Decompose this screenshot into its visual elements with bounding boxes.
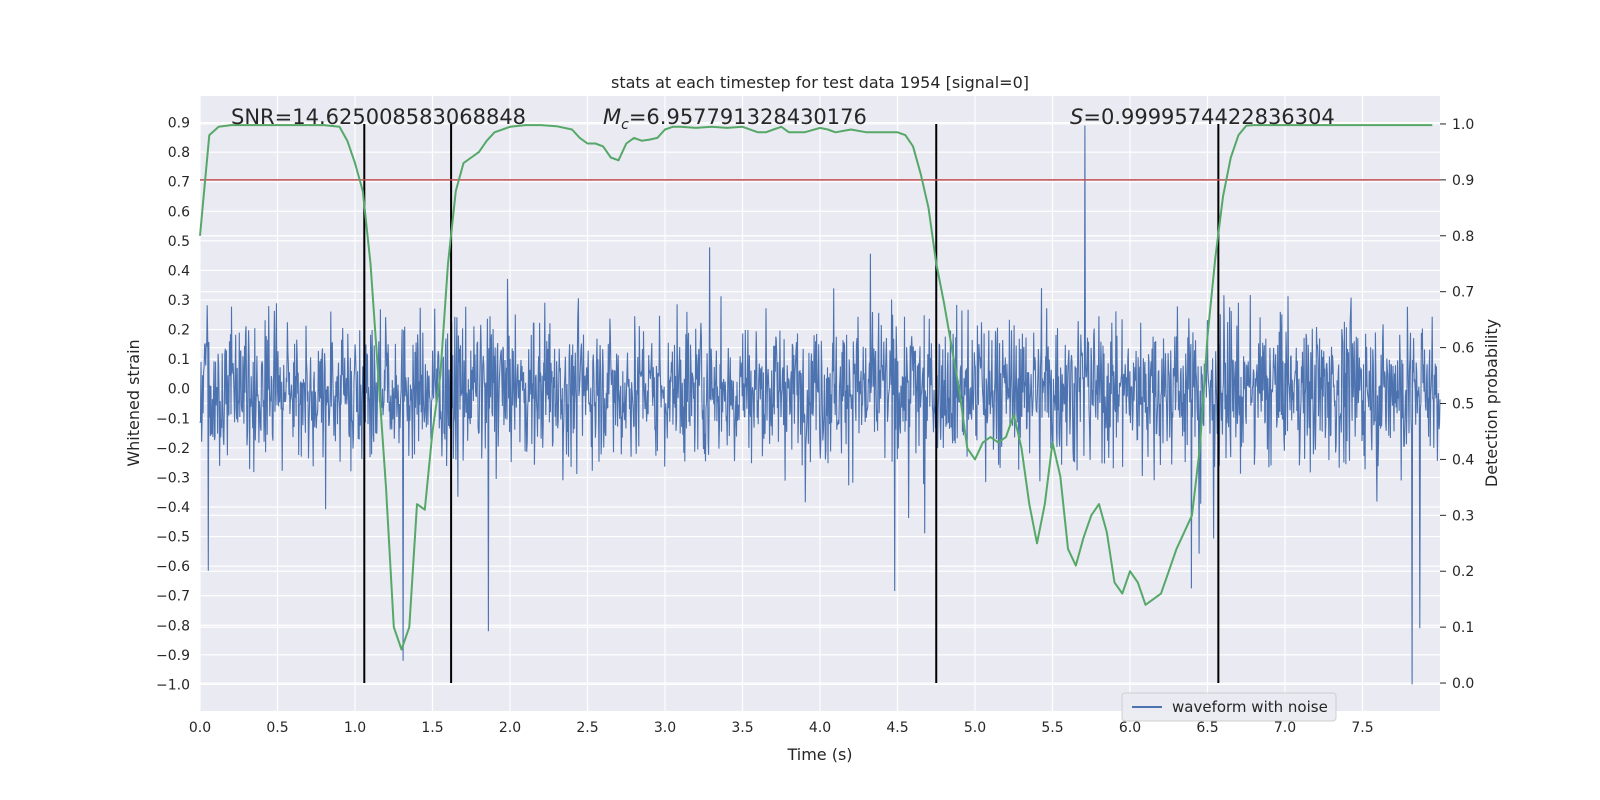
- x-tick-label: 2.5: [576, 720, 598, 736]
- y-left-tick-label: −0.4: [156, 500, 190, 516]
- legend-box: [1121, 692, 1337, 722]
- waveform-series: [199, 125, 1441, 685]
- score-value: =0.9999574422836304: [1083, 105, 1334, 129]
- score-symbol: S: [1070, 105, 1083, 129]
- x-tick-labels: 0.0 0.5 1.0 1.5 2.0 2.5 3.0 3.5 4.0 4.5 5.0 5.5 6.0 6…: [189, 720, 1374, 736]
- chirp-mass-symbol: M: [603, 105, 621, 129]
- y-left-tick-labels: 0.9 0.8 0.7 0.6 0.5 0.4 0.3 0.2 0.1 0.0 −0.1 −0.2 −0…: [156, 116, 190, 694]
- y-left-tick-label: −0.9: [156, 648, 190, 664]
- y-left-tick-label: 0.9: [168, 116, 190, 132]
- chirp-mass-value: =6.957791328430176: [629, 105, 867, 129]
- y-right-tick-label: 0.2: [1452, 564, 1474, 580]
- x-tick-label: 4.0: [809, 720, 831, 736]
- y-right-tick-labels: 1.0 0.9 0.8 0.7 0.6 0.5 0.4 0.3 0.2 0.1 0.0: [1440, 117, 1474, 692]
- legend-label: waveform with noise: [1172, 698, 1328, 716]
- x-tick-label: 7.5: [1351, 720, 1373, 736]
- y-right-tick-label: 0.9: [1452, 173, 1474, 189]
- x-tick-label: 7.0: [1274, 720, 1296, 736]
- x-tick-label: 4.5: [886, 720, 908, 736]
- x-tick-label: 0.5: [266, 720, 288, 736]
- y-right-tick-label: 0.7: [1452, 285, 1474, 301]
- y-left-tick-label: −0.3: [156, 470, 190, 486]
- y-left-tick-label: −0.7: [156, 589, 190, 605]
- chirp-mass-subscript: c: [621, 117, 629, 133]
- x-tick-label: 5.0: [964, 720, 986, 736]
- y-left-tick-label: 0.2: [168, 323, 190, 339]
- y-left-tick-label: 0.6: [168, 204, 190, 220]
- y-left-tick-label: −1.0: [156, 677, 190, 693]
- vertical-markers: [363, 123, 1220, 684]
- x-tick-label: 3.0: [654, 720, 676, 736]
- y-left-tick-label: −0.8: [156, 618, 190, 634]
- y-left-tick-label: −0.5: [156, 530, 190, 546]
- x-tick-label: 1.0: [344, 720, 366, 736]
- waveform-line: [199, 125, 1441, 685]
- score-annotation: S=0.9999574422836304: [1070, 105, 1335, 129]
- y-left-tick-label: 0.7: [168, 175, 190, 191]
- y-left-tick-label: −0.6: [156, 559, 190, 575]
- x-tick-label: 0.0: [189, 720, 211, 736]
- x-tick-label: 5.5: [1041, 720, 1063, 736]
- x-axis-label: Time (s): [786, 745, 852, 764]
- y-right-tick-label: 0.3: [1452, 508, 1474, 524]
- y-right-tick-label: 0.1: [1452, 620, 1474, 636]
- y-axis-label-right: Detection probability: [1482, 319, 1501, 487]
- y-right-tick-label: 0.0: [1452, 676, 1474, 692]
- y-left-tick-label: 0.0: [168, 382, 190, 398]
- chart-title: stats at each timestep for test data 195…: [611, 73, 1029, 92]
- x-tick-label: 1.5: [421, 720, 443, 736]
- y-right-tick-label: 0.5: [1452, 397, 1474, 413]
- snr-annotation: SNR=14.625008583068848: [231, 105, 526, 129]
- x-tick-label: 3.5: [731, 720, 753, 736]
- y-left-tick-label: 0.8: [168, 145, 190, 161]
- y-right-tick-label: 0.4: [1452, 452, 1474, 468]
- y-right-tick-label: 0.8: [1452, 229, 1474, 245]
- x-tick-label: 6.0: [1119, 720, 1141, 736]
- probability-line: [199, 124, 1433, 651]
- chirp-mass-annotation: Mc=6.957791328430176: [603, 105, 867, 133]
- y-left-tick-label: 0.1: [168, 352, 190, 368]
- y-left-tick-label: 0.3: [168, 293, 190, 309]
- y-left-tick-label: 0.4: [168, 263, 190, 279]
- y-left-tick-label: −0.2: [156, 441, 190, 457]
- x-tick-label: 6.5: [1196, 720, 1218, 736]
- y-left-tick-label: −0.1: [156, 411, 190, 427]
- y-left-tick-label: 0.5: [168, 234, 190, 250]
- x-tick-label: 2.0: [499, 720, 521, 736]
- legend: waveform with noise: [1121, 692, 1337, 722]
- y-right-tick-label: 0.6: [1452, 341, 1474, 357]
- y-axis-label-left: Whitened strain: [124, 339, 143, 466]
- y-right-tick-label: 1.0: [1452, 117, 1474, 133]
- probability-series: [199, 124, 1433, 651]
